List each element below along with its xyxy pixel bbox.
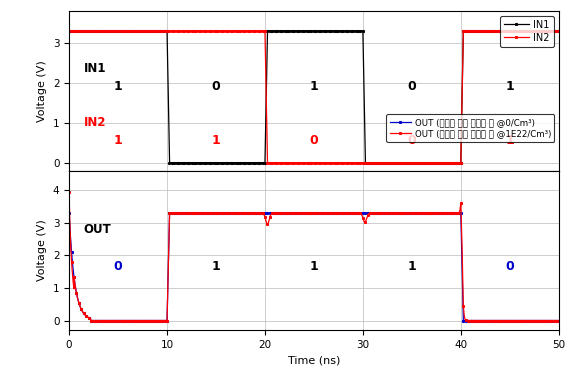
IN1 xyxy=(302,29,309,33)
OUT (방사선 영향 모델링 전 @0/Cm³) xyxy=(66,211,73,215)
OUT (방사선 영향 모델링 후 @1E22/Cm³) xyxy=(66,190,73,194)
IN2 xyxy=(507,29,514,33)
OUT (방사선 영향 모델링 전 @0/Cm³) xyxy=(162,318,169,323)
IN1 xyxy=(507,29,514,33)
IN2 xyxy=(66,29,73,33)
Line: OUT (방사선 영향 모델링 전 @0/Cm³): OUT (방사선 영향 모델링 전 @0/Cm³) xyxy=(69,212,559,321)
Text: 0: 0 xyxy=(211,80,221,93)
Legend: IN1, IN2: IN1, IN2 xyxy=(501,16,554,47)
Text: 1: 1 xyxy=(505,134,514,147)
OUT (방사선 영향 모델링 후 @1E22/Cm³) xyxy=(404,211,411,215)
Text: 1: 1 xyxy=(309,80,319,93)
IN2 xyxy=(302,160,309,165)
Text: 1: 1 xyxy=(211,134,221,147)
OUT (방사선 영향 모델링 후 @1E22/Cm³) xyxy=(507,318,514,323)
Text: 1: 1 xyxy=(113,134,123,147)
IN1 xyxy=(404,160,411,165)
Text: 1: 1 xyxy=(211,260,221,273)
OUT (방사선 영향 모델링 후 @1E22/Cm³) xyxy=(87,318,94,323)
OUT (방사선 영향 모델링 후 @1E22/Cm³) xyxy=(520,318,527,323)
Y-axis label: Voltage (V): Voltage (V) xyxy=(37,219,47,281)
OUT (방사선 영향 모델링 전 @0/Cm³) xyxy=(87,318,94,323)
Text: 0: 0 xyxy=(505,260,514,273)
Text: OUT: OUT xyxy=(84,223,112,236)
IN2 xyxy=(555,29,562,33)
Text: 1: 1 xyxy=(407,260,416,273)
Line: OUT (방사선 영향 모델링 후 @1E22/Cm³): OUT (방사선 영향 모델링 후 @1E22/Cm³) xyxy=(69,191,559,321)
IN1 xyxy=(555,29,562,33)
IN2 xyxy=(523,29,530,33)
OUT (방사선 영향 모델링 후 @1E22/Cm³) xyxy=(302,211,309,215)
Text: IN1: IN1 xyxy=(84,62,107,75)
IN2 xyxy=(264,160,271,165)
IN2 xyxy=(520,29,527,33)
Text: 1: 1 xyxy=(309,260,319,273)
OUT (방사선 영향 모델링 전 @0/Cm³) xyxy=(520,318,527,323)
IN1 xyxy=(523,29,530,33)
Text: 0: 0 xyxy=(113,260,123,273)
IN2 xyxy=(404,160,411,165)
OUT (방사선 영향 모델링 후 @1E22/Cm³) xyxy=(523,318,530,323)
Text: 0: 0 xyxy=(407,134,416,147)
OUT (방사선 영향 모델링 전 @0/Cm³) xyxy=(302,211,309,215)
Text: 0: 0 xyxy=(407,80,416,93)
IN1 xyxy=(520,29,527,33)
OUT (방사선 영향 모델링 후 @1E22/Cm³) xyxy=(162,318,169,323)
Y-axis label: Voltage (V): Voltage (V) xyxy=(37,60,47,122)
IN1 xyxy=(161,29,168,33)
OUT (방사선 영향 모델링 전 @0/Cm³) xyxy=(404,211,411,215)
OUT (방사선 영향 모델링 전 @0/Cm³) xyxy=(555,318,562,323)
Text: 1: 1 xyxy=(113,80,123,93)
OUT (방사선 영향 모델링 전 @0/Cm³) xyxy=(507,318,514,323)
Line: IN2: IN2 xyxy=(69,30,559,164)
IN1 xyxy=(166,160,173,165)
IN2 xyxy=(161,29,168,33)
Legend: OUT (방사선 영향 모델링 전 @0/Cm³), OUT (방사선 영향 모델링 후 @1E22/Cm³): OUT (방사선 영향 모델링 전 @0/Cm³), OUT (방사선 영향 모… xyxy=(386,114,555,142)
Line: IN1: IN1 xyxy=(69,30,559,164)
Text: 0: 0 xyxy=(309,134,319,147)
IN1 xyxy=(66,29,73,33)
Text: 1: 1 xyxy=(505,80,514,93)
OUT (방사선 영향 모델링 후 @1E22/Cm³) xyxy=(555,318,562,323)
X-axis label: Time (ns): Time (ns) xyxy=(288,356,340,366)
Text: IN2: IN2 xyxy=(84,116,107,129)
OUT (방사선 영향 모델링 전 @0/Cm³) xyxy=(523,318,530,323)
